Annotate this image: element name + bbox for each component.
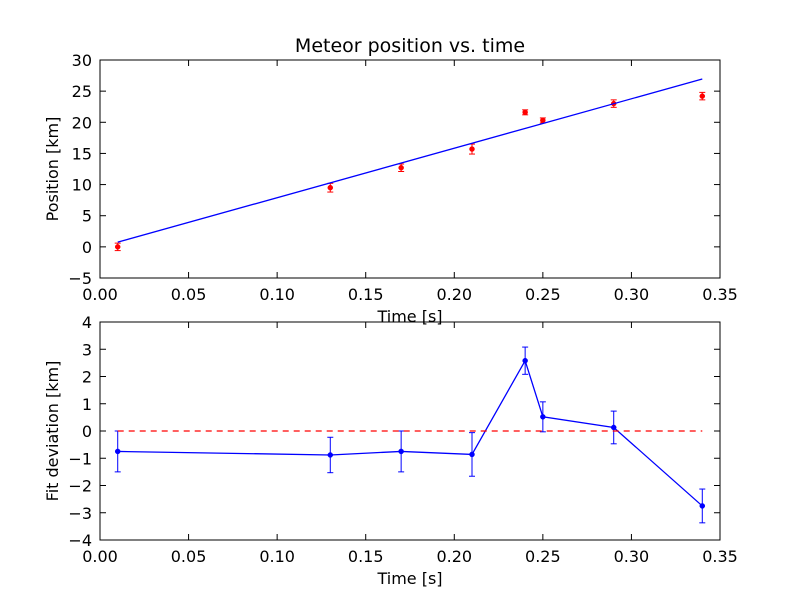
y-tick-label-bottom: 4 (82, 313, 92, 332)
data-point-top (699, 93, 706, 99)
x-tick-label-bottom: 0.10 (259, 547, 295, 566)
x-axis-label-top: Time [s] (376, 307, 442, 326)
y-tick-label-top: 10 (72, 176, 92, 195)
data-point-top (540, 117, 546, 124)
x-tick-label-bottom: 0.20 (436, 547, 472, 566)
y-tick-label-bottom: 0 (82, 422, 92, 441)
axes-frame-top (99, 59, 721, 279)
x-tick-label-top: 0.35 (702, 285, 738, 304)
y-axis-label-top: Position [km] (43, 117, 62, 222)
fit-line-top (117, 78, 703, 243)
data-point-bottom (522, 357, 528, 364)
plot-area-bottom: 0.00 0.05 0.10 0.15 0.20 0.25 0.30 0.35 −4 −3 −2 −1… (68, 313, 737, 566)
y-tick-label-bottom: 2 (82, 368, 92, 387)
y-tick-label-bottom: −3 (68, 504, 92, 523)
data-point-top (398, 165, 404, 171)
y-tick-label-top: 20 (72, 113, 92, 132)
data-point-top (469, 146, 475, 152)
x-tick-label-top: 0.20 (436, 285, 472, 304)
data-point-bottom (398, 448, 404, 455)
y-tick-label-top: 0 (82, 238, 92, 257)
x-tick-label-top: 0.30 (614, 285, 650, 304)
y-tick-label-bottom: −4 (68, 531, 92, 550)
x-tick-label-bottom: 0.00 (82, 547, 118, 566)
axes-frame-bottom (99, 321, 721, 541)
data-point-bottom (327, 452, 334, 458)
y-tick-label-top: 5 (82, 207, 92, 226)
data-point-top (522, 109, 528, 116)
x-axis-label-bottom: Time [s] (376, 569, 442, 588)
x-tick-label-top: 0.00 (82, 285, 118, 304)
data-point-top (327, 184, 334, 191)
data-point-bottom (610, 424, 617, 431)
x-tick-label-bottom: 0.05 (171, 547, 207, 566)
x-tick-label-bottom: 0.35 (702, 547, 738, 566)
y-axis-label-bottom: Fit deviation [km] (43, 361, 62, 502)
x-tick-label-top: 0.10 (259, 285, 295, 304)
data-point-bottom (114, 448, 121, 455)
x-tick-label-bottom: 0.15 (348, 547, 384, 566)
data-point-bottom (699, 503, 706, 509)
x-tick-label-top: 0.05 (171, 285, 207, 304)
x-tick-label-top: 0.15 (348, 285, 384, 304)
x-tick-label-top: 0.25 (525, 285, 561, 304)
data-point-top (114, 244, 121, 250)
y-tick-label-bottom: −2 (68, 477, 92, 496)
x-tick-label-bottom: 0.30 (614, 547, 650, 566)
plot-area-top: 0.00 0.05 0.10 0.15 0.20 0.25 0.30 0.35 −5 0 5 10 15… (68, 51, 737, 304)
deviation-line-bottom (117, 359, 703, 507)
y-tick-label-top: −5 (68, 269, 92, 288)
y-tick-label-bottom: −1 (68, 449, 92, 468)
y-tick-label-top: 15 (72, 144, 92, 163)
data-point-bottom (540, 414, 546, 420)
y-tick-label-top: 25 (72, 82, 92, 101)
y-tick-label-bottom: 3 (82, 340, 92, 359)
data-point-bottom (469, 451, 475, 458)
x-tick-label-bottom: 0.25 (525, 547, 561, 566)
chart-title: Meteor position vs. time (295, 35, 525, 57)
y-tick-label-bottom: 1 (82, 395, 92, 414)
y-tick-label-top: 30 (72, 51, 92, 70)
